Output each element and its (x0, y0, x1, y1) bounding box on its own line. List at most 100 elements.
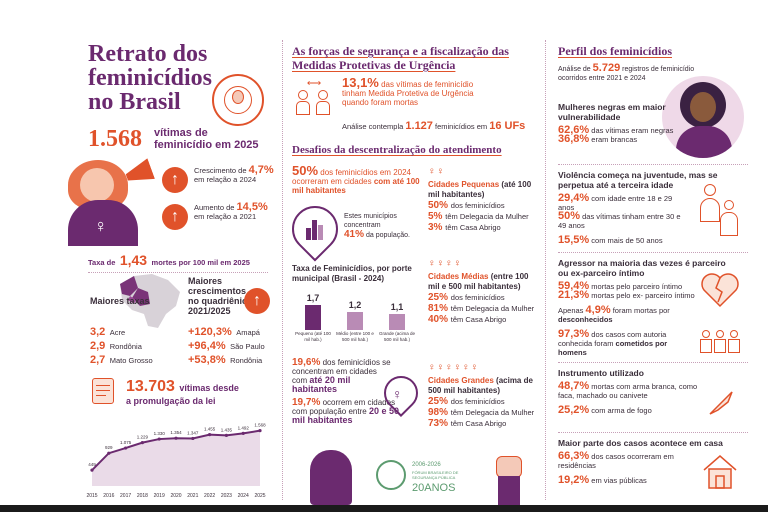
porte-bar-column: 1,2 Médio (entre 100 e 500 mil hab.) (334, 290, 376, 344)
list-item: 66,3% dos casos ocorreram em residências (558, 450, 674, 471)
security-forces-title: As forças de segurança e a fiscalização … (292, 44, 509, 72)
list-item: 50% dos feminicídios (428, 200, 540, 211)
list-item: 19,2% em vias públicas (558, 474, 647, 486)
chart-point (191, 436, 195, 441)
rate-post: mortes por 100 mil em 2025 (151, 258, 250, 267)
woman-illustration (662, 76, 744, 158)
mpu-stat: 13,1% das vítimas de feminicídio tinham … (342, 76, 532, 107)
city-stat-value: 3% (428, 222, 446, 233)
porte-bar-value: 1,2 (348, 300, 362, 310)
black-women-title: Mulheres negras em maior vulnerabilidade (558, 102, 666, 122)
chart-x-tick-label: 2023 (221, 493, 232, 499)
city-stat-text: têm Casa Abrigo (445, 223, 501, 232)
city-stat-text: dos feminicídios (450, 201, 505, 210)
chart-point (124, 446, 128, 450)
list-item: +96,4% São Paulo (188, 340, 265, 352)
chart-data-label: 1.568 (254, 423, 266, 428)
youth-stats: 29,4% com idade entre 18 e 29 anos 50% d… (558, 192, 688, 246)
city-stat-text: têm Casa Abrigo (450, 315, 507, 324)
chart-data-label: 449 (88, 462, 96, 467)
growth1-post: em relação a 2024 (194, 175, 257, 184)
two-people-icon: ⟷ (294, 78, 334, 118)
victims-text-line1: vítimas de (154, 127, 208, 139)
profile-analysis: Análise de 5.729 registros de feminicídi… (558, 62, 695, 83)
chart-point (258, 429, 262, 433)
municipios-stat: Estes municípios concentram 41% da popul… (344, 213, 410, 240)
city-size-subtitle: (até 100 mil habitantes) (428, 180, 532, 199)
list-item: 2,7 Mato Grosso (90, 354, 153, 366)
chart-data-label: 1.330 (154, 431, 166, 436)
arrow-up-icon: ↑ (162, 167, 188, 193)
city-stat-value: 25% (428, 396, 451, 407)
buildings-icon (306, 220, 324, 240)
chart-point (208, 433, 212, 437)
chart-data-label: 1.435 (221, 427, 233, 432)
female-symbol-icon: ♀ (392, 386, 403, 402)
rate-line: Taxa de 1,43 mortes por 100 mil em 2025 (88, 252, 268, 273)
logo-text: FÓRUM BRASILEIRO DE SEGURANÇA PÚBLICA (412, 470, 459, 480)
city-size-block: ♀♀♀♀ Cidades Médias (entre 100 mil e 500 … (428, 258, 540, 325)
knife-icon (706, 388, 736, 418)
chart-data-label: 1.492 (238, 425, 250, 430)
chart-point (140, 441, 144, 445)
chart-data-label: 1.455 (204, 427, 216, 432)
chart-x-tick-label: 2018 (137, 493, 148, 499)
list-item: 81% têm Delegacia da Mulher (428, 303, 540, 314)
city-stat-text: dos feminicídios (450, 293, 505, 302)
list-item: 3,2 Acre (90, 326, 126, 338)
city-size-subtitle: (acima de 500 mil habitantes) (428, 376, 533, 395)
victims-number: 1.568 (88, 126, 142, 152)
city-stat-text: têm Delegacia da Mulher (445, 212, 529, 221)
women-group-icon: ♀♀♀♀♀♀ (428, 362, 479, 373)
rate-value: 1,43 (119, 252, 148, 268)
porte-bar-label: Pequeno (até 100 mil hab.) (295, 331, 331, 342)
raised-hand-illustration (310, 450, 352, 505)
fbsp-logo: 2006-2026 FÓRUM BRASILEIRO DE SEGURANÇA … (376, 456, 460, 502)
city-stat-value: 50% (428, 200, 451, 211)
chart-x-tick-label: 2025 (254, 493, 265, 499)
list-item: 29,4% com idade entre 18 e 29 anos (558, 192, 673, 213)
black-women-stats: 62,6% das vítimas eram negras 36,8% eram… (558, 124, 678, 145)
weapon-stats: 48,7% mortas com arma branca, como faca,… (558, 381, 698, 416)
list-item: Apenas 4,9% foram mortas por desconhecid… (558, 304, 670, 325)
divider (558, 252, 748, 253)
victims-line-chart: 449 2015 929 2016 1.075 2017 1.229 2018 1.330 201… (86, 423, 266, 499)
porte-chart-title: Taxa de Feminicídios, por porte municipa… (292, 264, 412, 283)
column-divider (282, 40, 283, 500)
list-item: 62,6% das vítimas eram negras (558, 124, 674, 136)
home-title: Maior parte dos casos acontece em casa (558, 438, 723, 448)
victims-text-line2: feminicídio em 2025 (154, 139, 259, 151)
column-divider (545, 40, 546, 500)
list-item: 36,8% eram brancas (558, 133, 638, 145)
logo-anos: 20ANOS (412, 482, 456, 494)
broken-heart-icon (700, 272, 740, 308)
chart-x-tick-label: 2017 (120, 493, 131, 499)
list-item: 2,9 Rondônia (90, 340, 142, 352)
list-item: 98% têm Delegacia da Mulher (428, 407, 540, 418)
since-law-text-line2: a promulgação da lei (126, 396, 216, 406)
list-item: 15,5% com mais de 50 anos (558, 234, 663, 246)
arrow-up-icon: ↑ (162, 204, 188, 230)
city-size-title: Cidades Médias (428, 272, 491, 281)
porte-bar-chart: 1,7 Pequeno (até 100 mil hab.) 1,2 Médio (e… (292, 290, 422, 344)
house-icon (700, 452, 740, 490)
brazil-map-icon (120, 274, 180, 328)
city-stat-value: 5% (428, 211, 446, 222)
women-group-icon: ♀♀ (428, 166, 445, 177)
growth-2024: Crescimento de 4,7% em relação a 2024 (194, 165, 284, 185)
chart-x-tick-label: 2015 (86, 493, 97, 499)
victims-text: vítimas de feminicídio em 2025 (154, 127, 259, 151)
since-law-number: 13.703 (126, 378, 175, 395)
city-size-block: ♀♀♀♀♀♀ Cidades Grandes (acima de 500 mil … (428, 362, 540, 429)
city-stat-text: têm Delegacia da Mulher (450, 304, 535, 313)
fifty-pct-stat: 50% dos feminicídios em 2024 ocorreram e… (292, 163, 420, 195)
partner-title: Agressor na maioria das vezes é parceiro… (558, 258, 726, 278)
main-title-line3: no Brasil (88, 89, 181, 115)
city-stat-text: têm Casa Abrigo (450, 419, 507, 428)
porte-bar (347, 312, 363, 330)
list-item: 59,4% mortas pelo parceiro íntimo (558, 280, 683, 292)
porte-bar-column: 1,1 Grande (acima de 500 mil hab.) (376, 290, 418, 344)
profile-title: Perfil dos feminicídios (558, 44, 672, 58)
city-stat-value: 73% (428, 418, 451, 429)
